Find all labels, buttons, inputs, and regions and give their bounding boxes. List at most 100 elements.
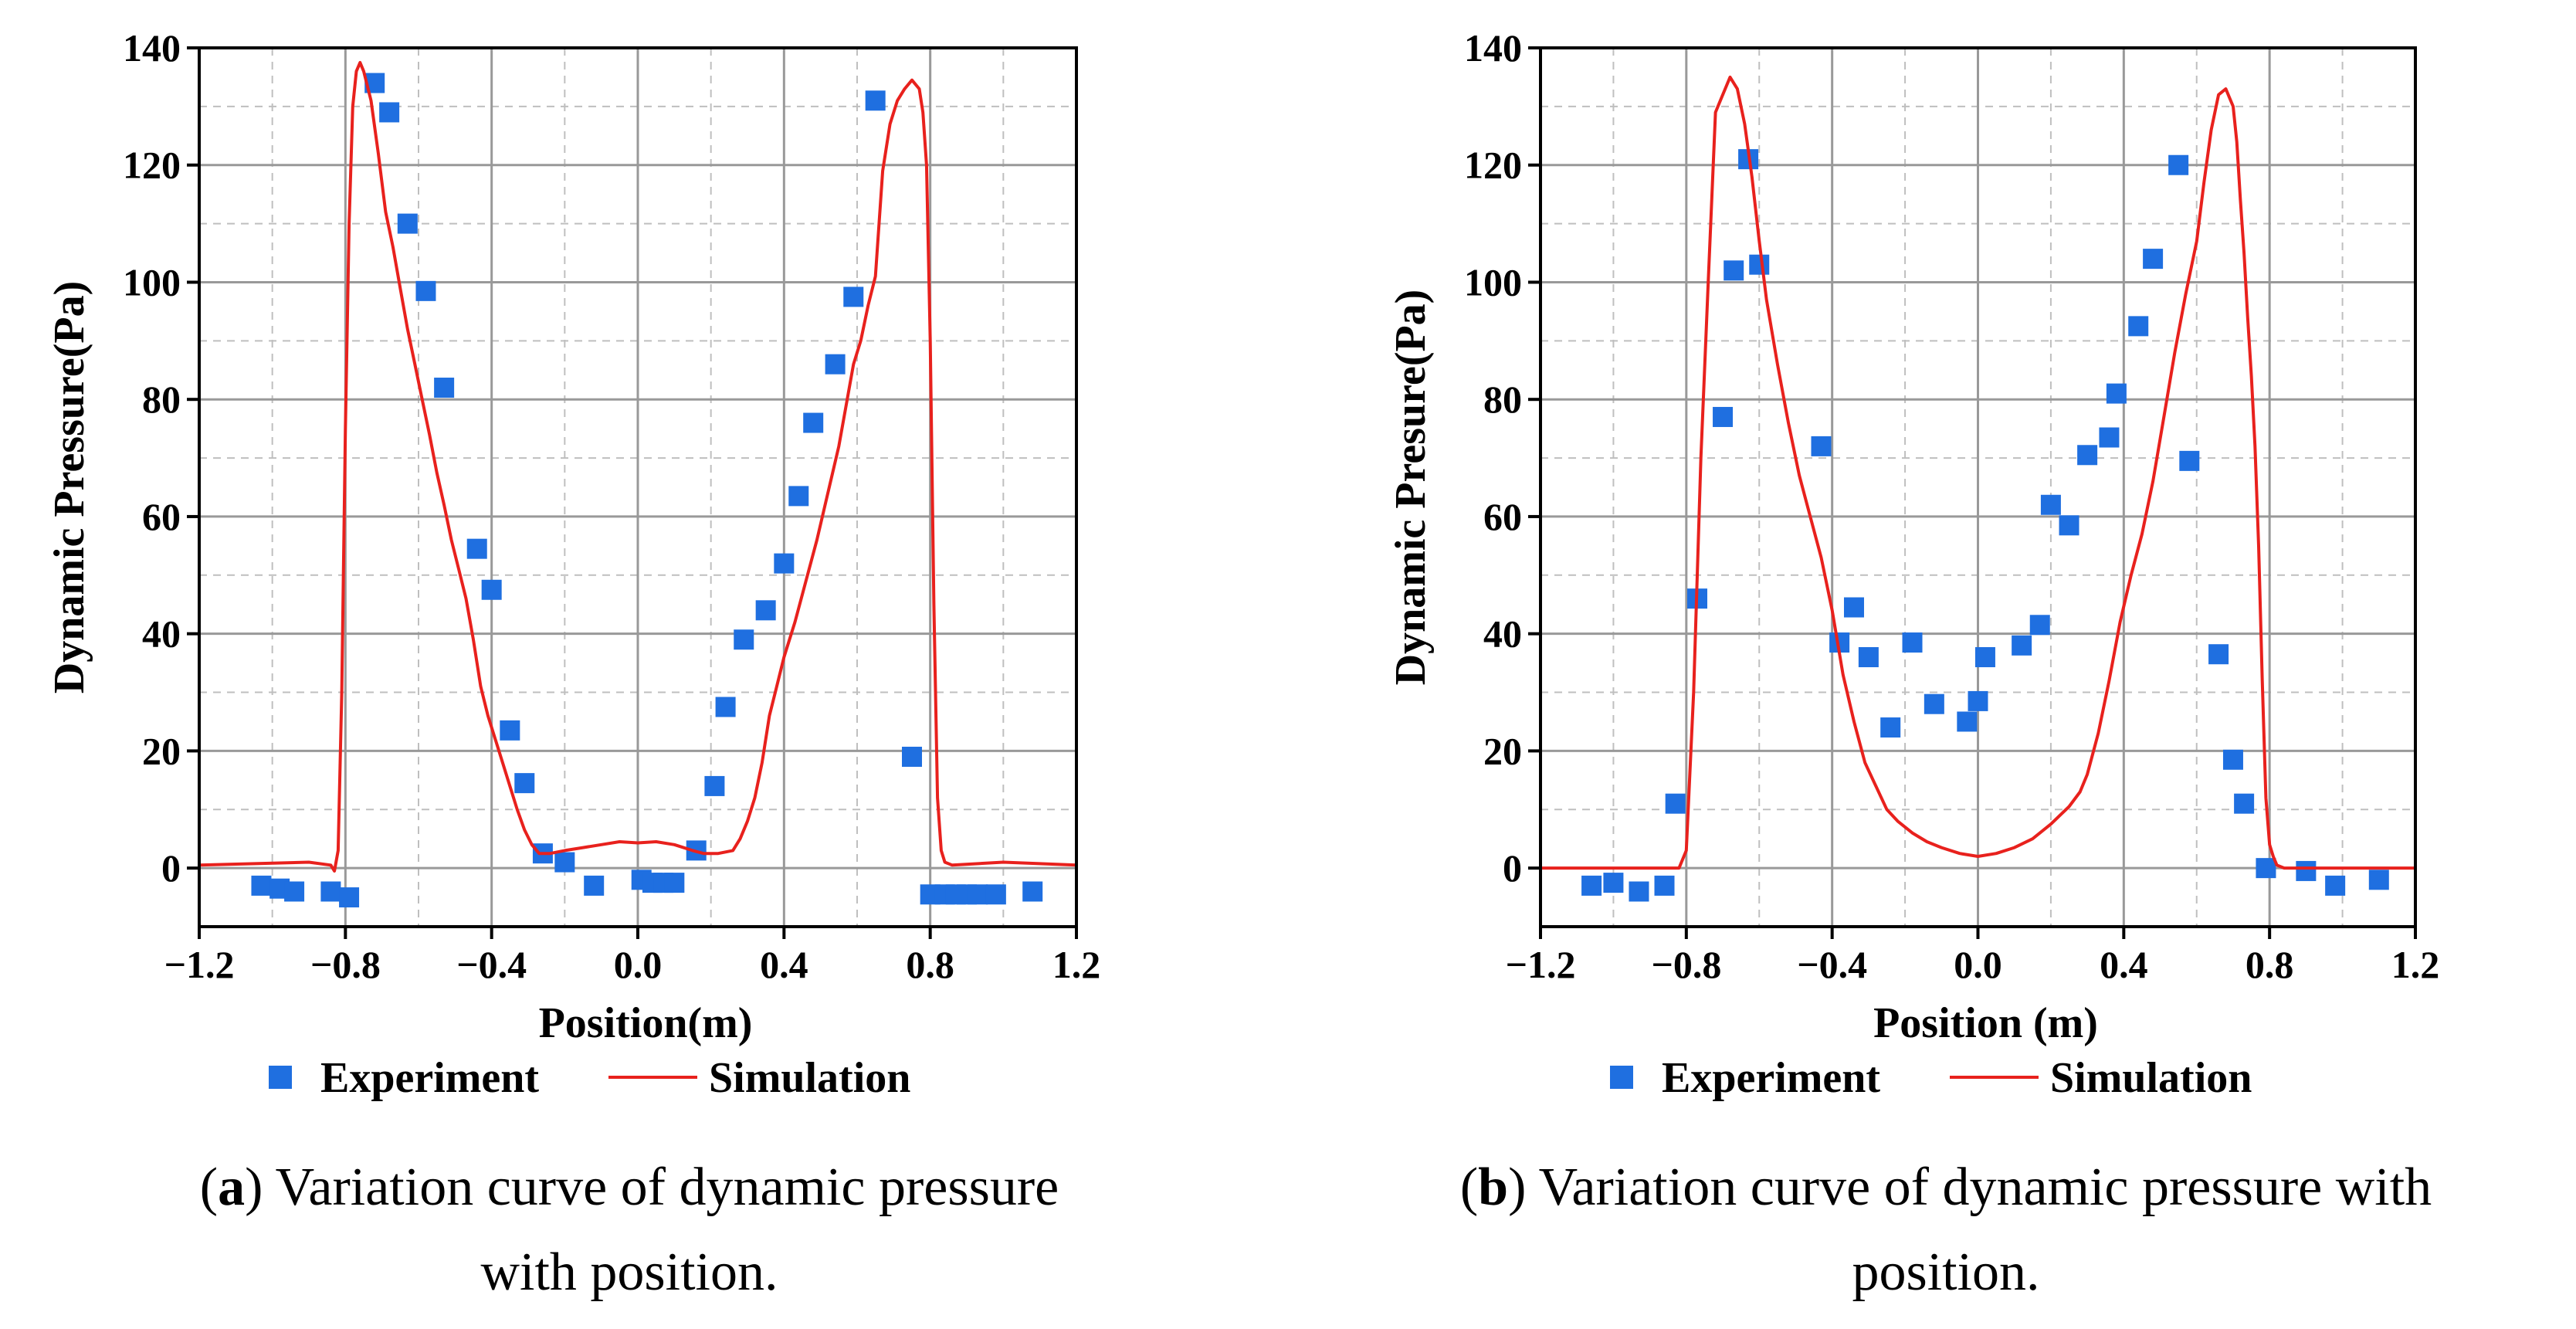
experiment-point [1858, 647, 1879, 668]
experiment-point [734, 629, 754, 650]
legend-label-experiment: Experiment [320, 1054, 539, 1102]
experiment-point [320, 881, 341, 902]
x-tick-label: −0.8 [310, 943, 381, 986]
experiment-point [1654, 875, 1675, 896]
experiment-point [1880, 717, 1901, 738]
y-tick-label: 60 [142, 495, 181, 538]
y-tick-label: 0 [1503, 846, 1522, 890]
legend: Experiment Simulation [269, 1054, 910, 1102]
experiment-point [1603, 873, 1624, 893]
experiment-point [554, 852, 575, 873]
experiment-point [1581, 875, 1602, 896]
y-tick-label: 40 [1483, 612, 1522, 656]
experiment-point [2325, 875, 2346, 896]
experiment-point [1843, 597, 1864, 618]
panel-letter: b [1478, 1158, 1508, 1217]
experiment-point [1665, 793, 1686, 814]
y-tick-label: 140 [1464, 26, 1522, 70]
experiment-point [704, 775, 725, 796]
y-tick-label: 120 [123, 144, 181, 187]
experiment-point [251, 875, 272, 896]
panel-b: −1.2 −0.8 −0.4 0.0 0.4 0.8 1.2 0 20 40 60 80 100 120 1… [1387, 26, 2439, 1302]
experiment-point [514, 773, 535, 794]
experiment-point [2256, 858, 2276, 879]
y-tick-label: 60 [1483, 495, 1522, 538]
y-axis-title: Dynamic Pressure(Pa) [46, 281, 93, 694]
experiment-point [1749, 254, 1770, 275]
experiment-point [2208, 644, 2229, 665]
experiment-point [968, 884, 988, 905]
experiment-point [2128, 316, 2149, 337]
panel-caption-line-2: position. [1852, 1243, 2039, 1302]
experiment-point [284, 881, 305, 902]
legend-label-experiment: Experiment [1662, 1054, 1880, 1102]
experiment-point [2029, 615, 2050, 636]
experiment-series [1581, 149, 2389, 902]
experiment-point [755, 600, 776, 621]
legend-label-simulation: Simulation [709, 1054, 910, 1102]
x-tick-label: −0.8 [1651, 943, 1721, 986]
panel-caption-text: ) Variation curve of dynamic pressure [245, 1158, 1059, 1217]
experiment-point [2059, 515, 2079, 536]
experiment-point [985, 884, 1006, 905]
x-tick-label: 1.2 [1052, 943, 1101, 986]
x-tick-label: −0.4 [1797, 943, 1867, 986]
experiment-point [2168, 154, 2189, 175]
experiment-point [2012, 635, 2032, 656]
experiment-point [2106, 383, 2127, 404]
y-tick-label: 0 [161, 846, 181, 890]
experiment-point [803, 412, 824, 433]
experiment-point [2040, 494, 2061, 515]
experiment-point [2099, 427, 2120, 448]
x-tick-label: 0.0 [614, 943, 663, 986]
experiment-series [251, 73, 1043, 908]
x-tick-label: 0.0 [1954, 943, 2002, 986]
experiment-point [1724, 260, 1744, 281]
experiment-point [2296, 860, 2317, 881]
experiment-point [1629, 881, 1649, 902]
experiment-point [1974, 647, 1995, 668]
experiment-point [2179, 450, 2200, 471]
experiment-point [788, 486, 809, 507]
y-tick-label: 100 [1464, 260, 1522, 303]
y-tick-label: 20 [1483, 729, 1522, 772]
x-tick-label: −1.2 [1506, 943, 1576, 986]
experiment-point [715, 697, 736, 717]
experiment-point [1713, 406, 1734, 427]
legend-label-simulation: Simulation [2050, 1054, 2252, 1102]
panel-caption-text: ) Variation curve of dynamic pressure wi… [1508, 1158, 2432, 1217]
panel-caption-line-1: (b) Variation curve of dynamic pressure … [1460, 1158, 2432, 1217]
y-tick-label: 100 [123, 260, 181, 303]
experiment-point [1957, 711, 1978, 732]
y-axis-title: Dynamic Presure(Pa) [1387, 290, 1435, 686]
x-tick-label: 0.8 [2246, 943, 2294, 986]
x-tick-label: −1.2 [164, 943, 235, 986]
experiment-point [1811, 436, 1832, 456]
y-tick-label: 80 [1483, 378, 1522, 421]
x-tick-label: 0.4 [760, 943, 808, 986]
legend-marker-experiment [1610, 1066, 1633, 1089]
experiment-point [434, 378, 455, 398]
simulation-line [198, 61, 1077, 873]
legend: Experiment Simulation [1610, 1054, 2252, 1102]
experiment-point [379, 102, 400, 123]
experiment-point [1924, 693, 1944, 714]
experiment-point [902, 746, 922, 767]
experiment-point [2234, 793, 2255, 814]
x-tick-label: 0.4 [2100, 943, 2148, 986]
experiment-point [2368, 870, 2389, 890]
experiment-point [500, 720, 520, 741]
legend-marker-experiment [269, 1066, 292, 1089]
y-tick-label: 80 [142, 378, 181, 421]
x-axis-title: Position(m) [539, 999, 753, 1047]
experiment-point [584, 875, 605, 896]
panel-a: −1.2 −0.8 −0.4 0.0 0.4 0.8 1.2 0 20 40 60 80 100 120 1… [46, 26, 1100, 1302]
experiment-point [2143, 249, 2164, 270]
experiment-point [339, 887, 360, 908]
simulation-line [1541, 75, 2415, 870]
experiment-point [466, 538, 487, 559]
experiment-point [664, 873, 685, 893]
grid [1541, 48, 2415, 927]
experiment-point [2077, 445, 2098, 466]
